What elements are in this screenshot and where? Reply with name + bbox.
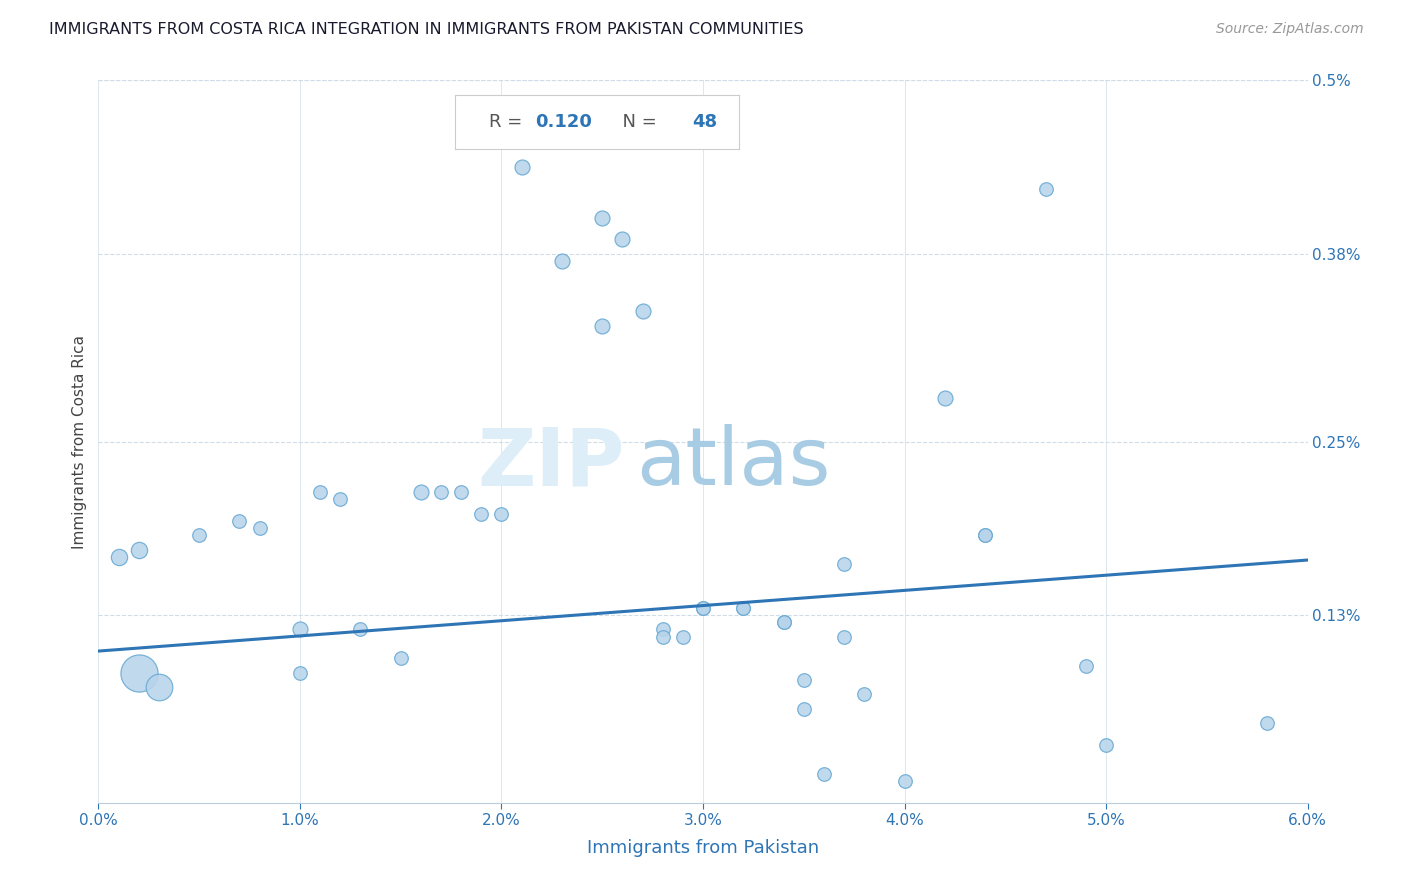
Point bbox=[591, 211, 613, 225]
Point bbox=[551, 253, 574, 268]
Point bbox=[128, 542, 150, 557]
Point bbox=[128, 665, 150, 680]
Point bbox=[651, 630, 673, 644]
Point bbox=[934, 391, 956, 405]
Y-axis label: Immigrants from Costa Rica: Immigrants from Costa Rica bbox=[72, 334, 87, 549]
Point bbox=[1095, 738, 1118, 752]
Point bbox=[893, 774, 915, 789]
Point bbox=[409, 485, 432, 500]
Text: atlas: atlas bbox=[637, 425, 831, 502]
Point bbox=[1035, 181, 1057, 195]
X-axis label: Immigrants from Pakistan: Immigrants from Pakistan bbox=[586, 839, 820, 857]
Point bbox=[631, 304, 654, 318]
Point bbox=[692, 600, 714, 615]
Point bbox=[107, 550, 129, 565]
Point bbox=[288, 665, 311, 680]
Point bbox=[1256, 716, 1278, 731]
Text: Source: ZipAtlas.com: Source: ZipAtlas.com bbox=[1216, 22, 1364, 37]
Point bbox=[793, 702, 815, 716]
Point bbox=[430, 485, 453, 500]
Point bbox=[249, 521, 271, 535]
Point bbox=[813, 767, 835, 781]
Point bbox=[329, 492, 352, 507]
Point bbox=[772, 615, 794, 630]
Point bbox=[349, 623, 371, 637]
Point bbox=[832, 558, 855, 572]
Point bbox=[1074, 658, 1097, 673]
Point bbox=[612, 232, 634, 246]
Point bbox=[591, 318, 613, 333]
Point bbox=[832, 630, 855, 644]
Point bbox=[510, 160, 533, 174]
Point bbox=[733, 600, 755, 615]
Point bbox=[692, 600, 714, 615]
Point bbox=[491, 507, 513, 521]
Point bbox=[853, 687, 876, 701]
Point bbox=[772, 615, 794, 630]
Point bbox=[288, 623, 311, 637]
Text: ZIP: ZIP bbox=[477, 425, 624, 502]
Point bbox=[309, 485, 332, 500]
Point bbox=[450, 485, 472, 500]
Text: IMMIGRANTS FROM COSTA RICA INTEGRATION IN IMMIGRANTS FROM PAKISTAN COMMUNITIES: IMMIGRANTS FROM COSTA RICA INTEGRATION I… bbox=[49, 22, 804, 37]
Point bbox=[733, 600, 755, 615]
Point bbox=[228, 514, 250, 528]
Point bbox=[148, 680, 170, 694]
Point bbox=[672, 630, 695, 644]
Point bbox=[188, 528, 211, 542]
Point bbox=[389, 651, 412, 665]
Point bbox=[793, 673, 815, 687]
Point bbox=[974, 528, 997, 542]
Point bbox=[470, 507, 492, 521]
Point bbox=[974, 528, 997, 542]
Point bbox=[651, 623, 673, 637]
